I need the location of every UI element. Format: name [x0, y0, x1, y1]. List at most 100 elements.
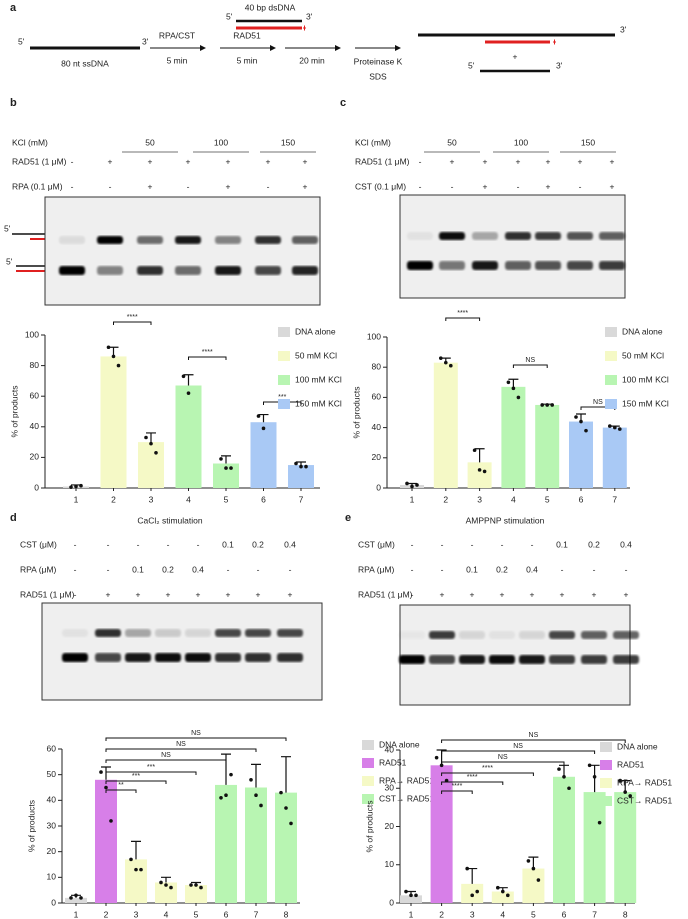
gel-band [407, 232, 433, 240]
data-point [219, 457, 223, 461]
y-tick-label: 30 [47, 820, 57, 830]
legend-label: 100 mM KCl [622, 374, 669, 384]
significance-label: NS [525, 357, 535, 364]
significance-bracket [441, 781, 504, 785]
condition: + [148, 181, 153, 191]
data-point [628, 794, 632, 798]
end-label: 5' [226, 11, 233, 21]
data-point [74, 893, 78, 898]
data-point [229, 772, 233, 777]
data-point [106, 345, 111, 350]
bar [491, 891, 514, 903]
bar [275, 792, 297, 903]
significance-bracket [441, 772, 534, 776]
y-tick-label: 20 [372, 452, 382, 462]
error-bar [296, 461, 306, 466]
x-tick-label: 3 [477, 494, 482, 504]
bar [250, 422, 277, 488]
gel-band [155, 653, 181, 662]
condition: + [500, 589, 505, 599]
significance-bracket [188, 356, 227, 360]
condition: - [531, 539, 534, 549]
y-tick-label: 50 [47, 769, 57, 779]
x-tick-label: 1 [74, 909, 79, 919]
data-point [139, 867, 143, 872]
data-point [261, 426, 266, 431]
gel-band [245, 629, 271, 637]
x-tick-label: 3 [470, 909, 475, 919]
significance-bracket [512, 364, 548, 368]
condition: - [561, 564, 564, 574]
data-point [294, 461, 298, 466]
end-label: 5' [18, 36, 25, 46]
data-point [405, 481, 409, 486]
data-point [623, 790, 627, 794]
error-bar [528, 856, 539, 869]
schematic: a 5' 3' 80 nt ssDNA RPA/CST 5 min RAD51 … [10, 2, 627, 81]
condition: + [530, 589, 535, 599]
data-point [194, 883, 198, 887]
gel-band [292, 266, 318, 275]
x-tick-label: 5 [545, 494, 550, 504]
data-point [618, 778, 622, 783]
condition: + [136, 589, 141, 599]
data-point [181, 374, 186, 379]
error-bar [559, 764, 569, 777]
bar [467, 462, 492, 488]
significance-bracket [441, 750, 596, 754]
legend-swatch [362, 758, 374, 768]
data-point [434, 755, 439, 760]
step-label: SDS [369, 71, 387, 81]
x-tick-label: 2 [111, 494, 116, 504]
condition: - [71, 181, 74, 191]
gel-band [255, 266, 281, 275]
row-label: RPA (μM) [20, 564, 57, 574]
data-point [470, 893, 475, 898]
legend-label: 150 mM KCl [295, 398, 342, 408]
condition: + [450, 156, 455, 166]
significance-label: **** [451, 783, 462, 790]
data-point [149, 441, 153, 446]
condition: - [137, 539, 140, 549]
error-bar [474, 448, 485, 463]
error-bar [258, 413, 269, 423]
condition: - [227, 564, 230, 574]
end-label: 3' [556, 60, 563, 70]
condition: 0.4 [284, 539, 296, 549]
condition: - [419, 156, 422, 166]
data-point [159, 880, 163, 885]
significance-bracket [105, 759, 227, 763]
y-tick-label: 30 [385, 783, 395, 793]
condition: + [440, 589, 445, 599]
data-point [186, 391, 191, 395]
significance-bracket [105, 789, 137, 793]
significance-bracket [105, 737, 287, 741]
legend-label: RPA→ RAD51 [379, 775, 434, 785]
data-point [284, 806, 288, 810]
x-tick-label: 7 [299, 494, 304, 504]
x-tick-label: 5 [194, 909, 199, 919]
y-axis-label: % of products [26, 800, 36, 852]
end-label: 5' [4, 223, 11, 233]
gel-band [399, 655, 425, 664]
y-tick-label: 10 [47, 872, 57, 882]
bar [522, 868, 545, 903]
bar [433, 362, 458, 488]
y-axis-label: % of products [364, 801, 374, 853]
data-point [256, 414, 261, 418]
condition: - [257, 564, 260, 574]
group-label: 100 [214, 137, 228, 147]
bar [65, 897, 87, 903]
condition: - [593, 564, 596, 574]
data-point [154, 451, 158, 455]
condition: - [197, 539, 200, 549]
end-label: 3' [306, 11, 313, 21]
y-axis-label: % of products [351, 387, 361, 439]
x-tick-label: 1 [410, 494, 415, 504]
data-point [506, 893, 510, 898]
gel-band [599, 261, 625, 270]
legend-label: CST→ RAD51 [617, 795, 673, 805]
significance-label: ** [118, 782, 124, 789]
data-point [134, 867, 138, 872]
